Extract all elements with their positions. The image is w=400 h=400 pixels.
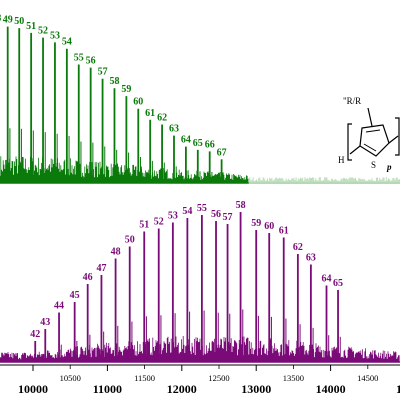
x-axis-ticks: 10000 11000 12000 13000 14000 150 10500 11500 12… — [18, 365, 400, 396]
bottom-peak-label: 64 — [322, 274, 332, 285]
bottom-peak-label: 45 — [70, 290, 80, 301]
top-peak-label: 61 — [145, 108, 155, 119]
top-peak-label: 63 — [169, 124, 179, 135]
polythiophene-structure: "R/R H S p — [338, 96, 400, 172]
bottom-peak-label: 60 — [264, 221, 274, 232]
bottom-peak-label: 51 — [139, 220, 149, 231]
top-spectrum-peaks — [6, 26, 225, 183]
repeat-bracket-left — [347, 123, 352, 161]
bottom-peak-label: 57 — [223, 212, 233, 223]
top-peak-label: 65 — [193, 138, 203, 149]
top-peak-label: 58 — [109, 76, 119, 87]
top-peak-label: 48 — [0, 13, 1, 24]
x-major-tick-label: 13000 — [241, 382, 271, 396]
top-peak-label: 62 — [157, 113, 167, 124]
bottom-peak-label: 63 — [306, 253, 316, 264]
top-peak-label: 51 — [26, 21, 36, 32]
end-group-label: H — [338, 155, 345, 165]
bottom-peak-label: 54 — [182, 206, 192, 217]
bottom-peak-label: 59 — [251, 218, 261, 229]
top-spectrum-baseline — [0, 156, 400, 184]
x-major-tick-label: 11000 — [93, 382, 122, 396]
top-peak-label: 66 — [205, 139, 215, 150]
top-peak-label: 49 — [3, 15, 13, 26]
x-minor-tick-label: 10500 — [60, 373, 81, 383]
bottom-peak-label: 44 — [54, 301, 64, 312]
repeat-unit-label: p — [386, 162, 392, 172]
top-peak-label: 64 — [181, 135, 191, 146]
x-minor-tick-label: 11500 — [134, 373, 155, 383]
top-baseline-tail — [248, 177, 400, 183]
bottom-peak-label: 65 — [333, 278, 343, 289]
bottom-peak-label: 53 — [168, 211, 178, 222]
top-peak-label: 60 — [133, 97, 143, 108]
bottom-spectrum-peaks — [34, 212, 341, 362]
top-peak-label: 54 — [62, 37, 72, 48]
bottom-peak-label: 56 — [211, 209, 221, 220]
bottom-peak-label: 47 — [96, 263, 106, 274]
repeat-bracket-right — [395, 117, 400, 156]
x-major-tick-label: 12000 — [167, 382, 197, 396]
bottom-peak-label: 43 — [40, 317, 50, 328]
top-peak-label: 57 — [98, 67, 108, 78]
bottom-peak-label: 55 — [197, 203, 207, 214]
x-minor-tick-label: 12500 — [208, 373, 229, 383]
top-peak-label: 67 — [217, 147, 227, 158]
top-peak-label: 56 — [86, 56, 96, 67]
bottom-peak-label: 58 — [236, 200, 246, 211]
side-chain-bond — [367, 107, 373, 127]
bottom-peak-label: 52 — [154, 217, 164, 228]
x-major-tick-label: 14000 — [316, 382, 346, 396]
chain-bond-left — [349, 145, 361, 155]
bottom-peak-label: 48 — [111, 247, 121, 258]
top-baseline-noise — [0, 156, 249, 183]
thiophene-double-bonds — [363, 129, 381, 152]
bottom-peak-label: 61 — [279, 226, 289, 237]
bottom-peak-label: 62 — [293, 242, 303, 253]
bottom-peak-label: 42 — [30, 329, 40, 340]
top-peak-label: 53 — [50, 30, 60, 41]
thiophene-ring — [359, 124, 390, 157]
chain-bond-right — [388, 135, 399, 144]
x-minor-tick-label: 13500 — [283, 373, 304, 383]
bottom-peak-label: 46 — [83, 272, 93, 283]
x-major-tick-label: 150 — [396, 382, 400, 396]
top-peak-labels: 4748495051525354555657585960616263646566… — [0, 13, 227, 158]
x-minor-tick-label: 14500 — [357, 373, 378, 383]
top-peak-label: 55 — [74, 53, 84, 64]
top-peak-label: 59 — [121, 84, 131, 95]
top-peak-label: 50 — [14, 16, 24, 27]
x-major-tick-label: 10000 — [18, 382, 48, 396]
sulfur-label: S — [371, 160, 376, 170]
substituent-label: "R/R — [343, 96, 361, 106]
top-peak-label: 52 — [38, 26, 48, 37]
bottom-peak-label: 50 — [125, 235, 135, 246]
